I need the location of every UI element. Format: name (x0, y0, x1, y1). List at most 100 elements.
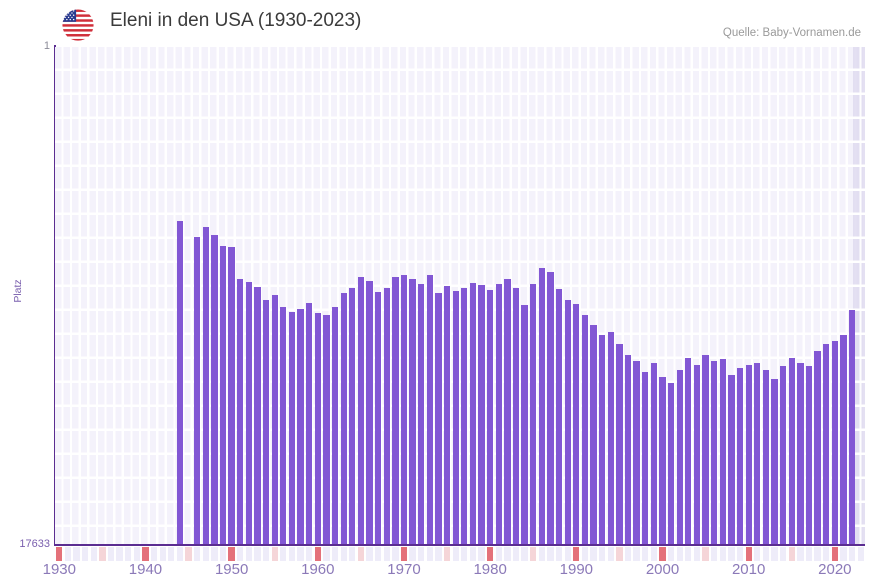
bar[interactable] (435, 292, 442, 545)
bar[interactable] (771, 378, 778, 545)
bar[interactable] (633, 360, 640, 545)
bar[interactable] (607, 332, 614, 545)
bar[interactable] (357, 277, 365, 545)
tick-year (633, 547, 640, 561)
tick-year (418, 547, 425, 561)
bar[interactable] (728, 374, 735, 545)
tick-half-decade (99, 547, 106, 561)
tick-year (512, 547, 520, 561)
bar[interactable] (349, 287, 356, 545)
bar[interactable] (642, 371, 649, 545)
bar[interactable] (779, 366, 787, 545)
bar[interactable] (366, 281, 373, 545)
bar[interactable] (211, 234, 218, 545)
plot-area (55, 47, 865, 545)
bar[interactable] (487, 289, 494, 545)
bar[interactable] (573, 304, 580, 545)
bar[interactable] (624, 354, 632, 545)
bar[interactable] (219, 245, 227, 545)
bar[interactable] (478, 285, 485, 545)
bar[interactable] (702, 354, 709, 545)
bar[interactable] (814, 350, 821, 545)
bar[interactable] (831, 340, 838, 545)
bar[interactable] (400, 275, 408, 545)
bar[interactable] (590, 325, 597, 545)
tick-half-decade (616, 547, 623, 561)
bar[interactable] (443, 285, 451, 545)
bar[interactable] (194, 236, 201, 545)
bar[interactable] (547, 271, 554, 545)
bar[interactable] (461, 288, 468, 545)
bar[interactable] (754, 363, 761, 545)
bar[interactable] (297, 308, 304, 545)
tick-year (340, 547, 347, 561)
tick-half-decade (185, 547, 192, 561)
bar[interactable] (685, 357, 692, 545)
bar[interactable] (314, 313, 321, 545)
bar[interactable] (426, 275, 433, 545)
bar[interactable] (745, 364, 752, 545)
tick-year (599, 547, 606, 561)
bar[interactable] (711, 360, 718, 545)
bar[interactable] (280, 306, 287, 545)
bar[interactable] (599, 335, 606, 545)
bar[interactable] (323, 314, 330, 545)
bar[interactable] (797, 363, 804, 545)
bar[interactable] (237, 278, 244, 545)
bar[interactable] (564, 299, 571, 545)
bar[interactable] (581, 315, 589, 545)
bar[interactable] (228, 246, 235, 545)
bar[interactable] (254, 286, 261, 545)
bar[interactable] (693, 364, 701, 545)
tick-year (219, 547, 227, 561)
bar[interactable] (245, 281, 253, 545)
bar[interactable] (409, 278, 416, 545)
bar[interactable] (659, 377, 666, 545)
tick-decade (831, 547, 838, 561)
bar[interactable] (788, 357, 795, 545)
bar[interactable] (383, 288, 390, 545)
bar[interactable] (555, 289, 563, 545)
tick-year (555, 547, 563, 561)
bar[interactable] (805, 366, 813, 545)
tick-year (719, 547, 726, 561)
bar[interactable] (340, 292, 347, 545)
bar[interactable] (392, 277, 399, 545)
bar[interactable] (848, 309, 856, 545)
tick-decade (659, 547, 666, 561)
bar[interactable] (288, 311, 296, 545)
bar[interactable] (262, 299, 270, 545)
bar[interactable] (176, 220, 184, 545)
bar[interactable] (530, 284, 537, 545)
tick-decade (400, 547, 408, 561)
bar[interactable] (331, 306, 339, 545)
bar[interactable] (504, 278, 511, 545)
bar[interactable] (823, 343, 830, 545)
bar[interactable] (650, 363, 658, 545)
bar[interactable] (374, 292, 382, 545)
bar[interactable] (512, 288, 520, 545)
bar[interactable] (202, 226, 209, 545)
tick-year (521, 547, 528, 561)
bar[interactable] (676, 370, 683, 545)
tick-year (624, 547, 632, 561)
bar[interactable] (469, 283, 477, 545)
bar[interactable] (495, 284, 502, 545)
tick-year (237, 547, 244, 561)
bar[interactable] (616, 343, 623, 545)
bar[interactable] (452, 290, 459, 545)
bar[interactable] (719, 359, 726, 545)
bar[interactable] (762, 370, 770, 545)
tick-year (590, 547, 597, 561)
bar[interactable] (840, 335, 847, 545)
bar[interactable] (667, 383, 675, 545)
bar[interactable] (538, 267, 545, 545)
bar[interactable] (306, 302, 313, 545)
bar[interactable] (521, 304, 528, 545)
tick-half-decade (530, 547, 537, 561)
bar[interactable] (418, 284, 425, 545)
bar[interactable] (736, 367, 744, 545)
bar[interactable] (271, 295, 278, 545)
tick-year (64, 547, 72, 561)
tick-decade (56, 547, 63, 561)
